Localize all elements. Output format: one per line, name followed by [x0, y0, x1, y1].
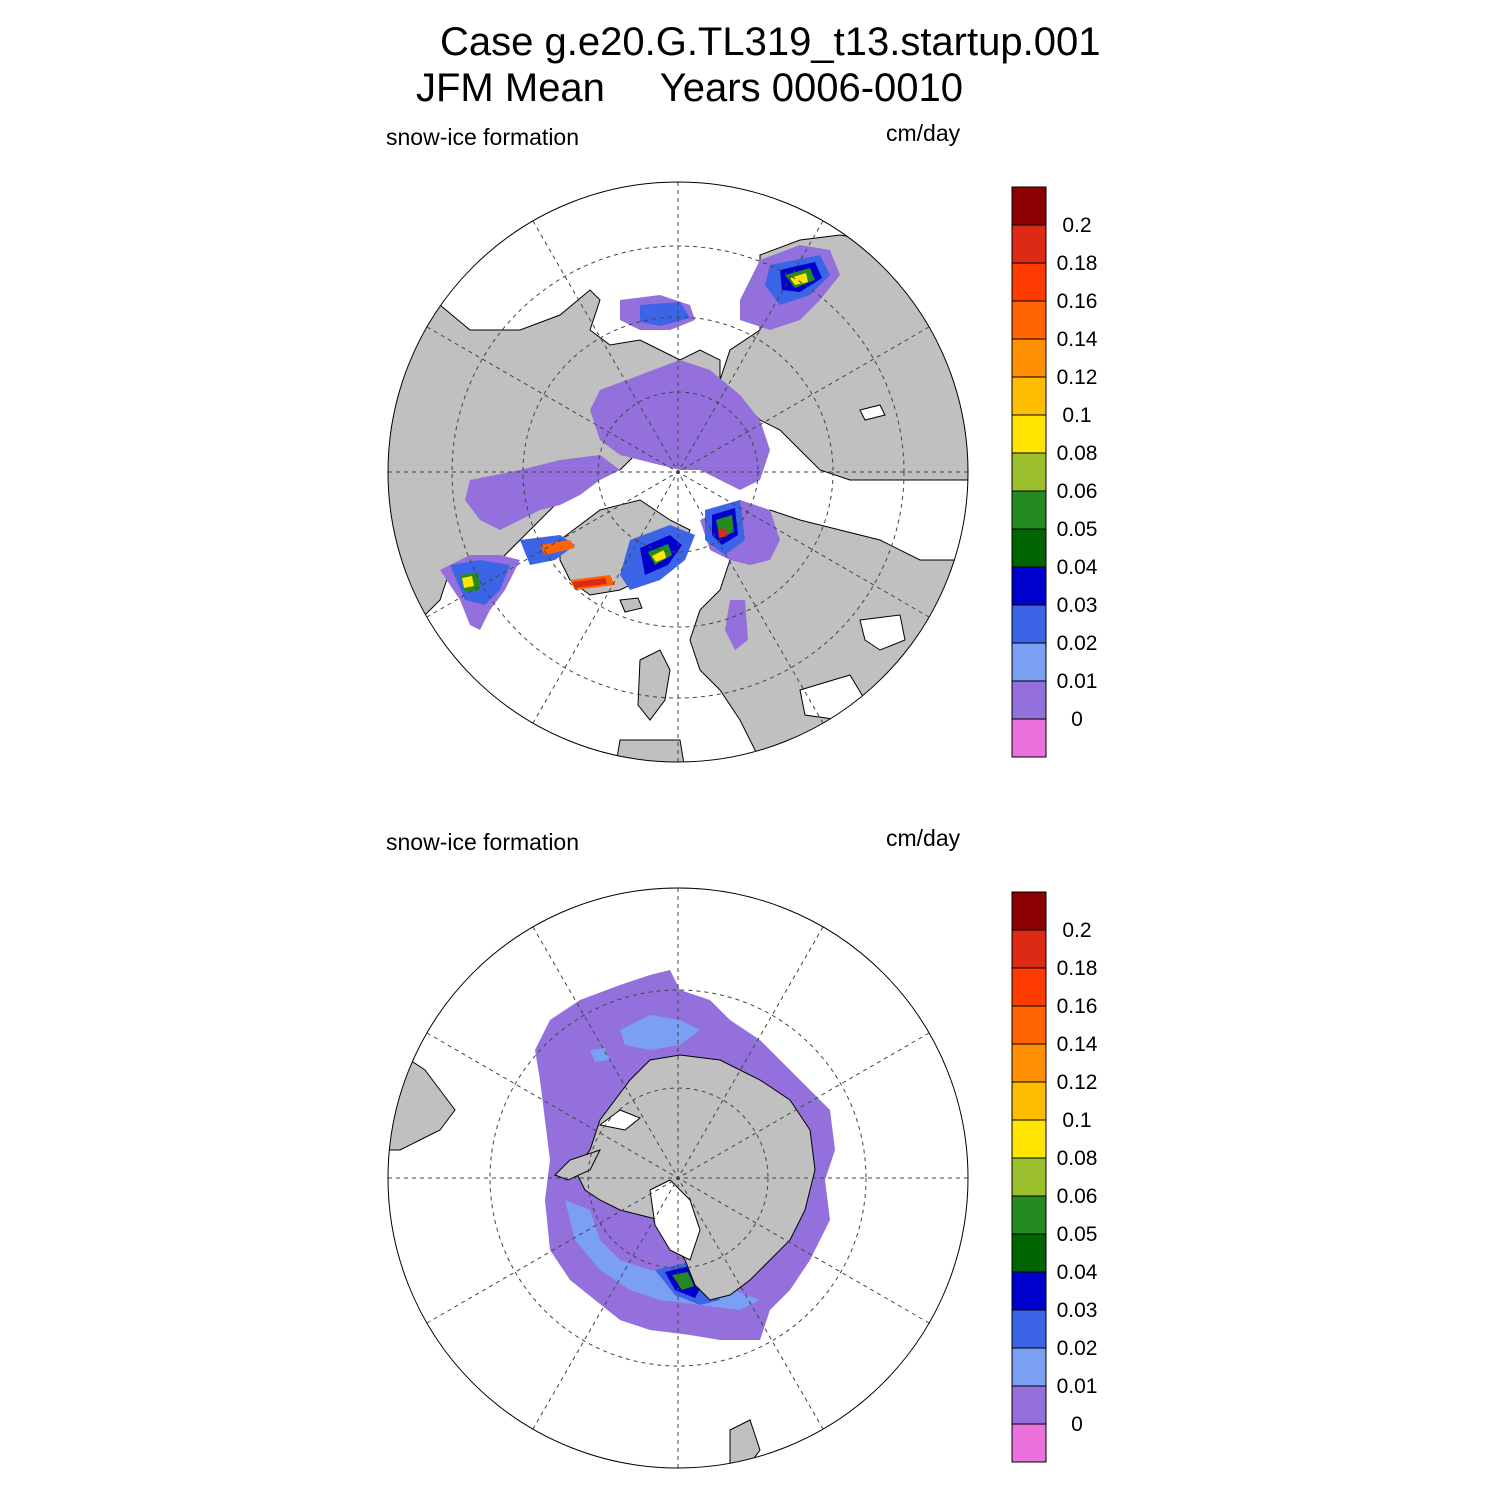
colorbar-label: 0.16 [1057, 290, 1098, 313]
colorbar-label: 0.08 [1057, 1147, 1098, 1170]
colorbar-label: 0.05 [1057, 1223, 1098, 1246]
colorbar-label: 0.18 [1057, 957, 1098, 980]
colorbar-swatch [1011, 1005, 1047, 1045]
colorbar-swatch [1011, 604, 1047, 644]
colorbar-label: 0.03 [1057, 594, 1098, 617]
colorbar-label: 0.01 [1057, 1375, 1098, 1398]
colorbar-label: 0.06 [1057, 480, 1098, 503]
colorbar-swatch [1011, 490, 1047, 530]
colorbar-swatch [1011, 452, 1047, 492]
colorbar-swatch [1011, 262, 1047, 302]
colorbar-label: 0.14 [1057, 1033, 1098, 1056]
colorbar-swatch [1011, 967, 1047, 1007]
colorbar-label: 0.03 [1057, 1299, 1098, 1322]
colorbar-label: 0.04 [1057, 1261, 1098, 1284]
colorbar-label: 0.2 [1062, 919, 1091, 942]
north-polar-map [387, 181, 969, 763]
colorbar-swatch [1011, 891, 1047, 931]
colorbar-swatch [1011, 1309, 1047, 1349]
colorbar-swatch [1011, 1043, 1047, 1083]
colorbar-label: 0.1 [1062, 404, 1091, 427]
colorbar-label: 0.12 [1057, 1071, 1098, 1094]
colorbar-label: 0.16 [1057, 995, 1098, 1018]
colorbar-swatch [1011, 929, 1047, 969]
colorbar-label: 0.14 [1057, 328, 1098, 351]
colorbar-swatch [1011, 224, 1047, 264]
colorbar-label: 0.12 [1057, 366, 1098, 389]
colorbar-swatch [1011, 680, 1047, 720]
colorbar-swatch [1011, 338, 1047, 378]
colorbar-swatch [1011, 376, 1047, 416]
title-line-2: JFM Mean Years 0006-0010 [416, 66, 963, 110]
colorbar-swatch [1011, 528, 1047, 568]
colorbar-swatch [1011, 414, 1047, 454]
south-polar-map [387, 887, 969, 1469]
south-grid [388, 888, 968, 1468]
colorbar-swatch [1011, 1385, 1047, 1425]
colorbar-label: 0.18 [1057, 252, 1098, 275]
colorbar-swatch [1011, 1119, 1047, 1159]
colorbar-swatch [1011, 1271, 1047, 1311]
colorbar-swatch [1011, 186, 1047, 226]
colorbar-swatch [1011, 1157, 1047, 1197]
south-units-label: cm/day [886, 825, 961, 851]
colorbar-swatch [1011, 1423, 1047, 1463]
colorbar-swatch [1011, 1233, 1047, 1273]
colorbar-label: 0.04 [1057, 556, 1098, 579]
colorbar-label: 0.01 [1057, 670, 1098, 693]
colorbar-swatch [1011, 1081, 1047, 1121]
colorbar-label: 0.02 [1057, 632, 1098, 655]
colorbar-swatch [1011, 566, 1047, 606]
north-units-label: cm/day [886, 120, 961, 146]
colorbar-swatch [1011, 300, 1047, 340]
south-colorbar: 0.2 0.18 0.16 0.14 0.12 0.1 0.08 0.06 0.05 0.04 0.… [1011, 891, 1098, 1463]
colorbar-label: 0 [1071, 708, 1083, 731]
south-variable-label: snow-ice formation [386, 829, 580, 855]
title-line-1: Case g.e20.G.TL319_t13.startup.001 [440, 20, 1101, 64]
colorbar-label: 0.06 [1057, 1185, 1098, 1208]
colorbar-label: 0 [1071, 1413, 1083, 1436]
colorbar-label: 0.08 [1057, 442, 1098, 465]
colorbar-swatch [1011, 1347, 1047, 1387]
colorbar-swatch [1011, 1195, 1047, 1235]
colorbar-label: 0.1 [1062, 1109, 1091, 1132]
north-colorbar: 0.2 0.18 0.16 0.14 0.12 0.1 0.08 0.06 0.05 0.04 0.… [1011, 186, 1098, 758]
colorbar-label: 0.05 [1057, 518, 1098, 541]
colorbar-label: 0.02 [1057, 1337, 1098, 1360]
north-grid [388, 182, 968, 762]
north-variable-label: snow-ice formation [386, 124, 580, 150]
colorbar-swatch [1011, 718, 1047, 758]
colorbar-swatch [1011, 642, 1047, 682]
colorbar-label: 0.2 [1062, 214, 1091, 237]
